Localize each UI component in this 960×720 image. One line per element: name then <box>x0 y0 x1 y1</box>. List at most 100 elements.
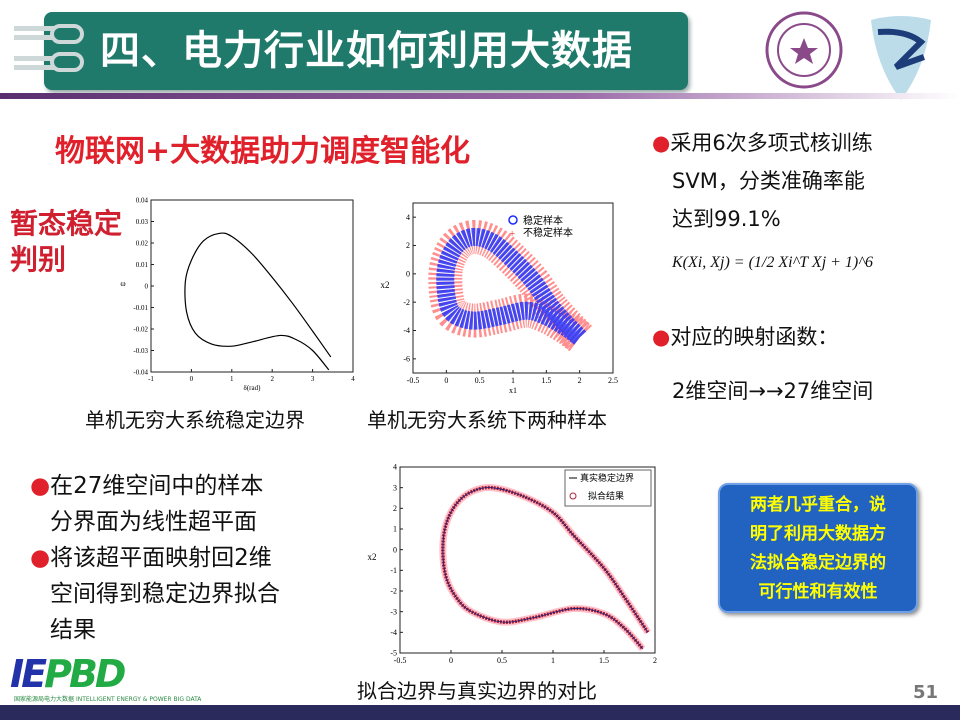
y-tick-label: 0 <box>406 270 410 279</box>
x-tick-label: 2 <box>653 656 657 665</box>
y-tick-label: 4 <box>393 463 397 472</box>
legend-label-unstable: 不稳定样本 <box>523 226 573 239</box>
legend-box <box>564 469 652 507</box>
binder-rings-icon <box>14 26 54 70</box>
y-tick-label: 2 <box>393 504 397 513</box>
text: 对应的映射函数： <box>670 325 839 349</box>
y-tick-label: -4 <box>403 326 410 335</box>
x-tick-label: -1 <box>148 375 154 383</box>
y-tick-label: 0.03 <box>136 218 149 226</box>
divider <box>0 93 960 99</box>
text: 将该超平面映射回2维 <box>50 545 272 571</box>
stable-samples <box>436 227 587 345</box>
legend-label-stable: 稳定样本 <box>523 214 563 227</box>
y-tick-label: -1 <box>390 566 397 575</box>
x-tick-label: 1 <box>551 656 555 665</box>
x-tick-label: 1 <box>511 376 515 385</box>
x-tick-label: 0 <box>449 656 453 665</box>
y-tick-label: 0.01 <box>136 261 149 269</box>
kernel-formula: K(Xi, Xj) = (1/2 Xi^T Xj + 1)^6 <box>672 254 874 271</box>
caption-chart1: 单机无穷大系统稳定边界 <box>85 408 305 432</box>
title-bar <box>44 12 688 90</box>
x-axis-label: δ(rad) <box>244 384 262 392</box>
chart-sample-scatter: -0.5 0 0.5 1 1.5 2 2.5 4 2 0 -2 -4 -6 x1 x2 稳定样本 + 不稳定样本 <box>381 202 618 395</box>
y-tick-label: 4 <box>406 213 410 222</box>
y-tick-label: 0.04 <box>136 196 149 204</box>
x-tick-label: 2.5 <box>608 376 618 385</box>
y-tick-label: -0.04 <box>133 368 148 376</box>
y-tick-label: -4 <box>390 628 397 637</box>
caption-chart3: 拟合边界与真实边界的对比 <box>357 679 597 703</box>
fit-glow <box>439 484 651 652</box>
x-tick-label: 0 <box>190 375 194 383</box>
page-number: 51 <box>913 682 939 703</box>
caption-chart2: 单机无穷大系统下两种样本 <box>367 408 607 432</box>
y-tick-label: 0.02 <box>136 239 149 247</box>
section-subtitle: 物联网+大数据助力调度智能化 <box>55 134 471 169</box>
y-tick-label: -2 <box>403 298 410 307</box>
page-title: 四、电力行业如何利用大数据 <box>100 28 633 74</box>
text: 采用6次多项式核训练 <box>670 131 873 155</box>
y-tick-label: 0 <box>393 545 397 554</box>
legend-label-fit: 拟合结果 <box>588 490 624 501</box>
x-tick-label: 0.5 <box>497 656 507 665</box>
bullet-svm: ●采用6次多项式核训练 SVM，分类准确率能 达到99.1% <box>652 124 873 238</box>
text: 可行性和有效性 <box>758 582 878 602</box>
y-tick-label: -5 <box>390 649 397 658</box>
y-tick-label: 1 <box>393 525 397 534</box>
y-tick-label: -2 <box>390 587 397 596</box>
legend-marker-fit <box>569 492 577 500</box>
legend-marker-stable <box>508 215 518 225</box>
text: 在27维空间中的样本 <box>50 473 264 499</box>
x-tick-label: 4 <box>351 375 355 383</box>
mapping-text: 2维空间→→27维空间 <box>672 379 874 403</box>
text: 结果 <box>50 617 96 643</box>
callout-box: 两者几乎重合，说 明了利用大数据方 法拟合稳定边界的 可行性和有效性 <box>718 483 918 613</box>
plot-frame <box>399 466 656 654</box>
chart-stability-boundary: -1 0 1 2 3 4 0.04 0.03 0.02 0.01 0 -0.01 -0.02 -0.03 -… <box>120 196 355 392</box>
x-tick-label: 2 <box>578 376 582 385</box>
side-label: 暂态稳定 判别 <box>10 206 122 278</box>
x-tick-label: 1.5 <box>541 376 551 385</box>
y-tick-label: -0.01 <box>133 304 148 312</box>
true-boundary-line <box>442 487 649 650</box>
side-label-line: 暂态稳定 <box>10 207 123 240</box>
x-tick-label: 0 <box>444 376 448 385</box>
text: 达到99.1% <box>672 207 781 231</box>
x-tick-label: 1.5 <box>599 656 609 665</box>
text: 明了利用大数据方 <box>750 524 886 544</box>
legend-label-true: 真实稳定边界 <box>580 472 634 483</box>
logo-subtext: 国家能源局电力大数据 INTELLIGENT ENERGY & POWER BI… <box>14 696 202 703</box>
y-axis-label: ω <box>120 279 125 288</box>
x-tick-label: 2 <box>270 375 274 383</box>
footer-bar <box>0 705 960 720</box>
ring-icon <box>50 52 84 72</box>
y-axis-label: x2 <box>368 552 377 562</box>
x-tick-label: 1 <box>230 375 234 383</box>
x-tick-label: -0.5 <box>394 656 407 665</box>
iepbd-logo: IEPBD <box>10 652 126 696</box>
y-tick-label: -0.03 <box>133 347 148 355</box>
text: 法拟合稳定边界的 <box>750 553 886 573</box>
bullet-mapping: ●对应的映射函数： <box>652 325 839 349</box>
y-tick-label: 0 <box>145 282 149 290</box>
legend-marker-unstable: + <box>509 228 515 240</box>
y-tick-label: 2 <box>406 241 410 250</box>
text: 空间得到稳定边界拟合 <box>50 581 280 607</box>
text: 分界面为线性超平面 <box>50 509 257 535</box>
text: SVM，分类准确率能 <box>672 169 865 193</box>
ring-icon <box>50 24 84 44</box>
shield-logo <box>871 16 931 100</box>
x-tick-label: 0.5 <box>475 376 485 385</box>
stability-boundary-line <box>184 232 332 371</box>
x-tick-label: -0.5 <box>407 376 420 385</box>
y-tick-label: 3 <box>393 483 397 492</box>
x-tick-label: 3 <box>311 375 315 383</box>
university-seal-logo <box>765 11 843 89</box>
x-axis-label: x1 <box>509 386 517 395</box>
bullet-hyperplane: ●在27维空间中的样本 分界面为线性超平面 ●将该超平面映射回2维 空间得到稳定… <box>30 468 280 648</box>
y-tick-label: -6 <box>403 355 410 364</box>
side-label-line: 判别 <box>10 243 67 276</box>
text: 两者几乎重合，说 <box>750 495 886 515</box>
